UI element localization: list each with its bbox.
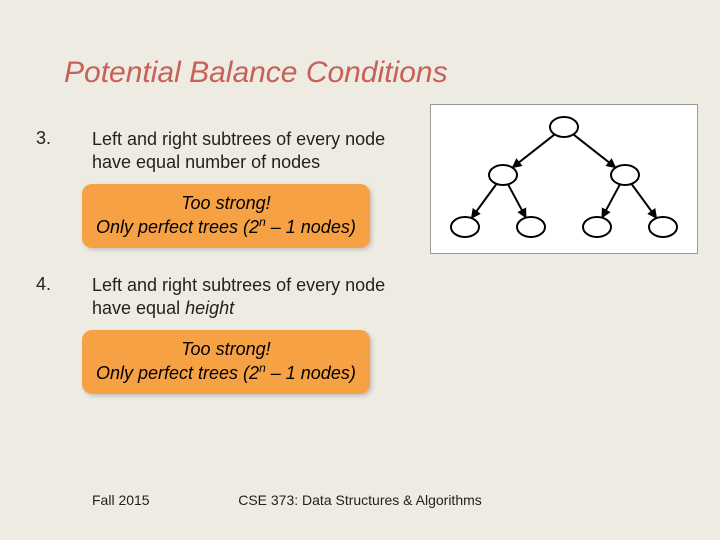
callout-4-sup: n <box>259 361 266 375</box>
slide-title: Potential Balance Conditions <box>64 56 448 90</box>
callout-4-line2-prefix: Only perfect trees (2 <box>96 363 259 383</box>
callout-3-line2-suffix: – 1 nodes) <box>266 217 356 237</box>
callout-3-line1: Too strong! <box>181 193 270 213</box>
footer-course: CSE 373: Data Structures & Algorithms <box>238 492 482 508</box>
item-text-4: Left and right subtrees of every node ha… <box>92 274 385 319</box>
callout-3-sup: n <box>259 215 266 229</box>
item-number-3: 3. <box>36 128 51 149</box>
item-text-3: Left and right subtrees of every node ha… <box>92 128 385 173</box>
item-3-line2: have equal number of nodes <box>92 152 320 172</box>
callout-3: Too strong! Only perfect trees (2n – 1 n… <box>82 184 370 248</box>
callout-4-line1: Too strong! <box>181 339 270 359</box>
tree-diagram <box>430 104 698 254</box>
item-4-line1: Left and right subtrees of every node <box>92 275 385 295</box>
callout-3-line2-prefix: Only perfect trees (2 <box>96 217 259 237</box>
callout-4: Too strong! Only perfect trees (2n – 1 n… <box>82 330 370 394</box>
item-3-line1: Left and right subtrees of every node <box>92 129 385 149</box>
tree-svg <box>431 105 697 253</box>
footer-term: Fall 2015 <box>92 492 150 508</box>
callout-4-line2-suffix: – 1 nodes) <box>266 363 356 383</box>
item-4-line2-prefix: have equal <box>92 298 185 318</box>
item-number-4: 4. <box>36 274 51 295</box>
item-4-line2-emph: height <box>185 298 234 318</box>
